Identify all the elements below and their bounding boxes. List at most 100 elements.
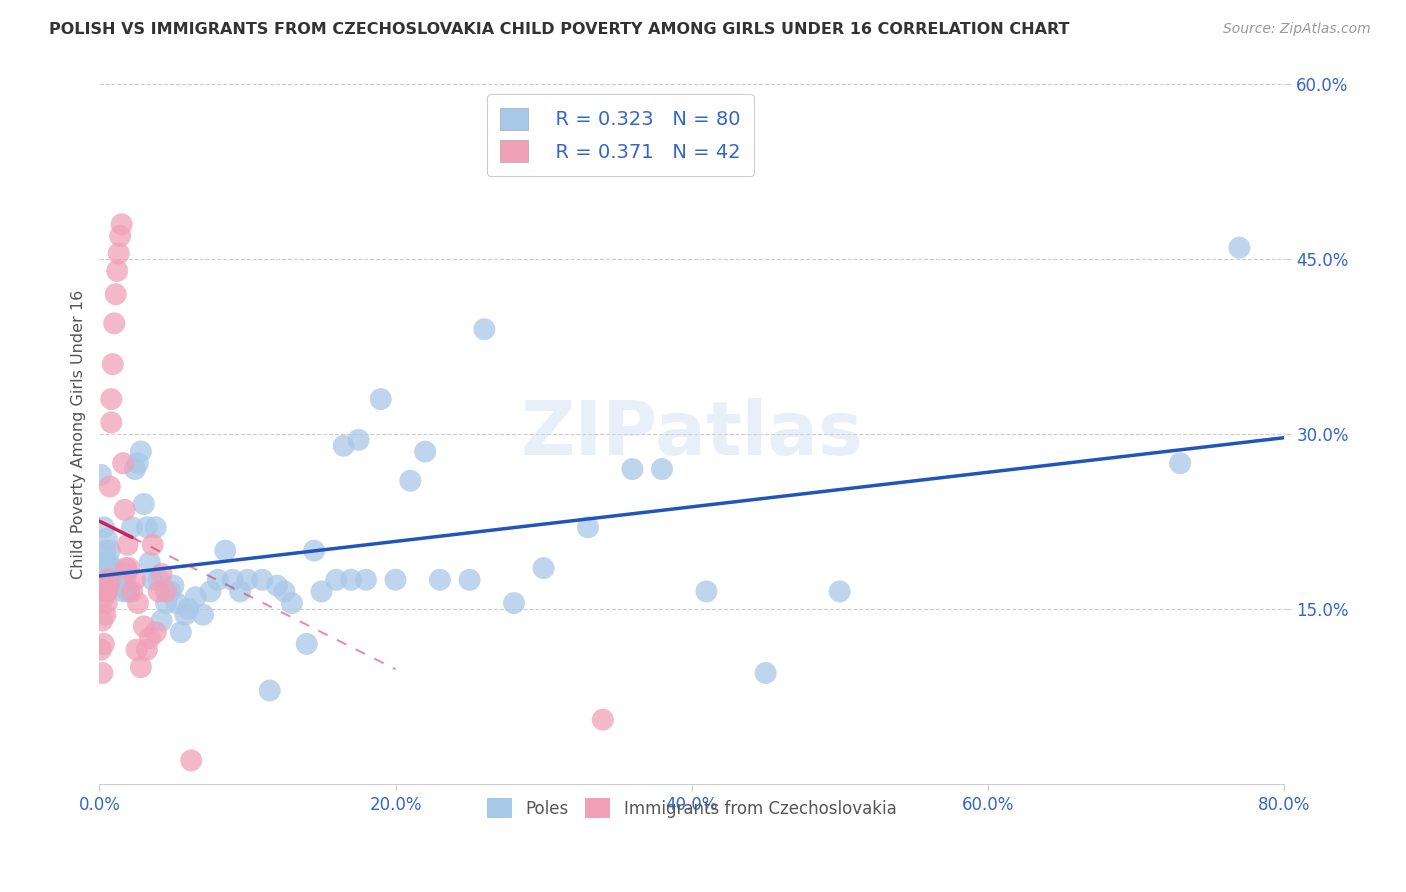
Point (100, 561, 122, 575)
Point (96, 532, 118, 546)
Point (91, 614, 114, 628)
Point (332, 439, 354, 453)
Point (259, 683, 281, 698)
Point (98, 573, 121, 587)
Point (135, 520, 157, 534)
Point (162, 579, 184, 593)
Point (150, 566, 173, 581)
Point (155, 584, 177, 599)
Point (100, 392, 122, 406)
Point (101, 357, 124, 371)
Point (150, 614, 173, 628)
Text: ZIPatlas: ZIPatlas (520, 398, 863, 471)
Point (236, 573, 259, 587)
Point (458, 573, 481, 587)
Point (93, 520, 115, 534)
Point (145, 625, 167, 640)
Point (281, 596, 304, 610)
Point (117, 538, 139, 552)
Point (273, 584, 295, 599)
Point (127, 456, 149, 470)
Point (148, 584, 170, 599)
Point (111, 217, 134, 231)
Point (97, 555, 120, 569)
Point (118, 584, 141, 599)
Point (200, 584, 222, 599)
Point (98, 479, 121, 493)
Point (145, 520, 167, 534)
Point (340, 573, 363, 587)
Point (311, 584, 333, 599)
Point (142, 538, 165, 552)
Point (229, 584, 252, 599)
Point (221, 573, 243, 587)
Point (180, 753, 202, 767)
Point (94, 584, 117, 599)
Point (429, 573, 451, 587)
Point (170, 625, 193, 640)
Point (100, 416, 122, 430)
Point (118, 561, 141, 575)
Point (347, 433, 370, 447)
Point (177, 602, 200, 616)
Point (96, 596, 118, 610)
Point (174, 607, 197, 622)
Point (91, 665, 114, 680)
Point (94, 543, 117, 558)
Point (121, 520, 143, 534)
Point (107, 246, 129, 260)
Point (1229, 241, 1251, 255)
Point (266, 579, 288, 593)
Point (96, 584, 118, 599)
Point (207, 573, 229, 587)
Point (472, 322, 495, 336)
Point (135, 642, 157, 657)
Point (132, 497, 155, 511)
Point (97, 579, 120, 593)
Point (103, 317, 125, 331)
Point (413, 444, 436, 458)
Point (97, 573, 120, 587)
Point (93, 555, 115, 569)
Point (148, 573, 170, 587)
Point (124, 462, 146, 476)
Point (621, 462, 644, 476)
Point (105, 573, 128, 587)
Point (115, 566, 138, 581)
Point (104, 287, 127, 301)
Point (112, 584, 135, 599)
Legend: Poles, Immigrants from Czechoslovakia: Poles, Immigrants from Czechoslovakia (481, 792, 903, 824)
Point (124, 573, 146, 587)
Point (755, 665, 778, 680)
Point (121, 584, 143, 599)
Point (93, 637, 115, 651)
Point (90, 467, 112, 482)
Point (159, 584, 181, 599)
Point (592, 713, 614, 727)
Text: POLISH VS IMMIGRANTS FROM CZECHOSLOVAKIA CHILD POVERTY AMONG GIRLS UNDER 16 CORR: POLISH VS IMMIGRANTS FROM CZECHOSLOVAKIA… (49, 22, 1070, 37)
Point (165, 596, 187, 610)
Point (105, 264, 128, 278)
Point (214, 543, 236, 558)
Point (98, 543, 121, 558)
Point (139, 631, 162, 645)
Point (103, 561, 125, 575)
Point (115, 561, 138, 575)
Point (117, 584, 139, 599)
Point (399, 474, 422, 488)
Point (695, 584, 717, 599)
Point (129, 444, 152, 458)
Point (576, 520, 599, 534)
Point (91, 561, 114, 575)
Point (252, 573, 274, 587)
Point (90, 642, 112, 657)
Point (155, 596, 177, 610)
Point (108, 229, 131, 244)
Point (1168, 456, 1191, 470)
Point (108, 573, 131, 587)
Point (96, 584, 118, 599)
Point (132, 619, 155, 633)
Point (325, 573, 347, 587)
Text: Source: ZipAtlas.com: Source: ZipAtlas.com (1223, 22, 1371, 37)
Point (191, 607, 214, 622)
